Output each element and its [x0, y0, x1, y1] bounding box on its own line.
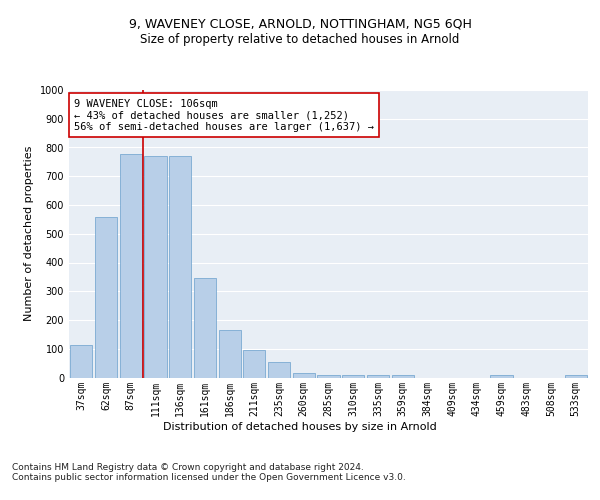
Bar	[268, 362, 290, 378]
Bar	[145, 156, 167, 378]
Bar	[367, 374, 389, 378]
Text: Distribution of detached houses by size in Arnold: Distribution of detached houses by size …	[163, 422, 437, 432]
Bar	[194, 278, 216, 378]
Bar	[218, 330, 241, 378]
Bar	[95, 217, 117, 378]
Bar	[392, 375, 414, 378]
Bar	[317, 374, 340, 378]
Text: Size of property relative to detached houses in Arnold: Size of property relative to detached ho…	[140, 32, 460, 46]
Bar	[243, 350, 265, 378]
Bar	[169, 156, 191, 378]
Bar	[70, 346, 92, 378]
Text: Contains HM Land Registry data © Crown copyright and database right 2024.
Contai: Contains HM Land Registry data © Crown c…	[12, 462, 406, 482]
Bar	[342, 374, 364, 378]
Bar	[565, 375, 587, 378]
Bar	[293, 372, 315, 378]
Bar	[490, 375, 512, 378]
Bar	[119, 154, 142, 378]
Text: 9 WAVENEY CLOSE: 106sqm
← 43% of detached houses are smaller (1,252)
56% of semi: 9 WAVENEY CLOSE: 106sqm ← 43% of detache…	[74, 98, 374, 132]
Text: 9, WAVENEY CLOSE, ARNOLD, NOTTINGHAM, NG5 6QH: 9, WAVENEY CLOSE, ARNOLD, NOTTINGHAM, NG…	[128, 18, 472, 30]
Y-axis label: Number of detached properties: Number of detached properties	[24, 146, 34, 322]
